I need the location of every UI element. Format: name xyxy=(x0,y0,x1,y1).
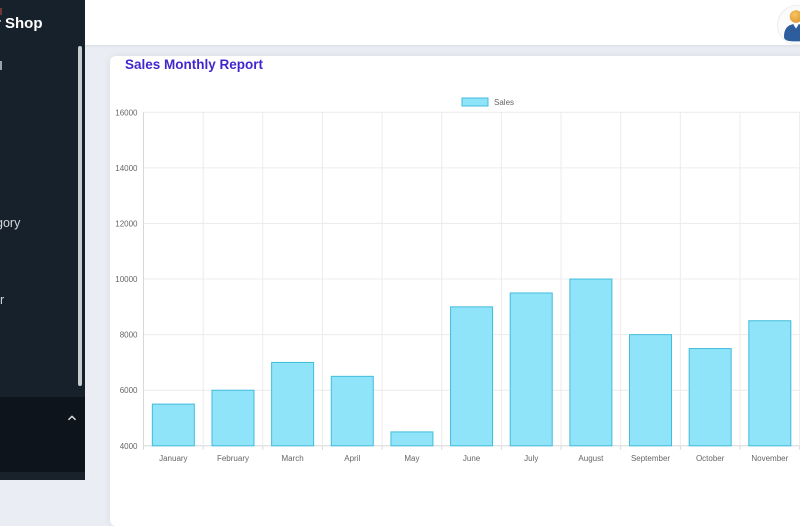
svg-text:February: February xyxy=(217,454,249,463)
svg-text:June: June xyxy=(463,454,481,463)
svg-text:August: August xyxy=(578,454,604,463)
svg-text:May: May xyxy=(404,454,419,463)
svg-text:November: November xyxy=(751,454,788,463)
svg-text:Sales: Sales xyxy=(494,98,514,107)
svg-text:14000: 14000 xyxy=(115,164,138,173)
svg-text:January: January xyxy=(159,454,187,463)
svg-text:July: July xyxy=(524,454,538,463)
svg-text:6000: 6000 xyxy=(120,386,138,395)
svg-text:March: March xyxy=(282,454,304,463)
svg-text:8000: 8000 xyxy=(120,331,138,340)
svg-text:12000: 12000 xyxy=(115,219,138,228)
svg-text:16000: 16000 xyxy=(115,108,138,117)
svg-text:September: September xyxy=(631,454,670,463)
svg-text:4000: 4000 xyxy=(120,442,138,451)
svg-text:April: April xyxy=(344,454,360,463)
svg-text:October: October xyxy=(696,454,725,463)
svg-text:10000: 10000 xyxy=(115,275,138,284)
